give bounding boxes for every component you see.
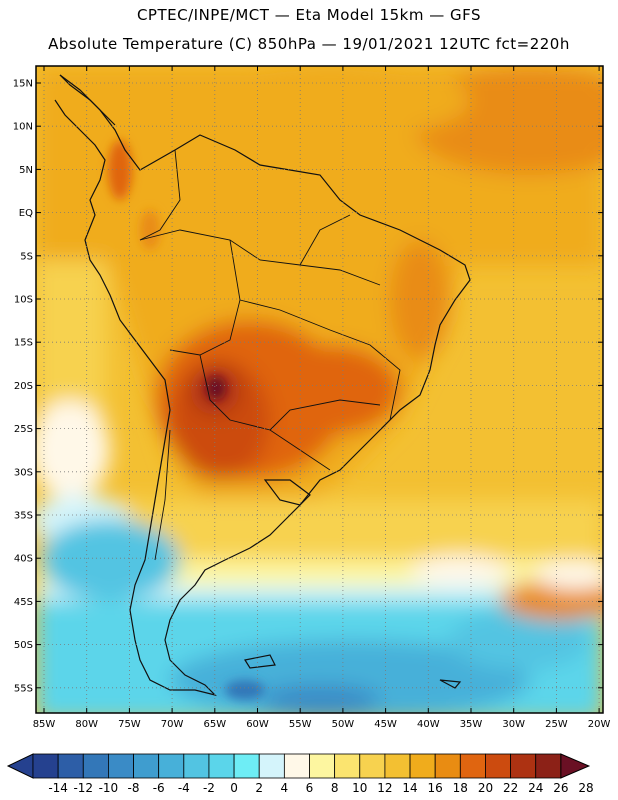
lat-label: EQ	[19, 208, 33, 219]
colorbar-swatch	[510, 753, 537, 779]
colorbar-swatch	[183, 753, 210, 779]
lat-label: 5N	[19, 165, 33, 176]
lat-label: 45S	[14, 597, 33, 608]
country-borders	[139, 149, 401, 561]
lon-label: 50W	[332, 719, 355, 730]
colorbar-label: 22	[503, 781, 518, 795]
colorbar-label: -10	[99, 781, 119, 795]
colorbar-swatch	[283, 753, 310, 779]
latitude-labels: 15N 10N 5N EQ 5S 10S 15S 20S 25S 30S 35S 40S 45S 50S 5…	[13, 79, 33, 695]
map-frame	[35, 65, 604, 714]
lon-label: 55W	[289, 719, 312, 730]
colorbar-swatch	[485, 753, 511, 779]
lon-label: 40W	[417, 719, 440, 730]
lon-label: 85W	[33, 719, 56, 730]
coastline	[54, 74, 471, 697]
lon-label: 65W	[203, 719, 226, 730]
colorbar-swatch	[57, 753, 84, 779]
lat-label: 25S	[14, 424, 33, 435]
lon-label: 75W	[118, 719, 141, 730]
lon-label: 30W	[502, 719, 525, 730]
colorbar-swatch	[459, 753, 486, 779]
lat-label: 35S	[14, 511, 33, 522]
lon-label: 35W	[460, 719, 483, 730]
colorbar-label: 16	[428, 781, 443, 795]
colorbar-label: -2	[203, 781, 215, 795]
lat-label: 10N	[13, 122, 33, 133]
colorbar-label: 4	[281, 781, 289, 795]
colorbar-swatch	[133, 753, 160, 779]
colorbar-swatch	[384, 753, 411, 779]
colorbar-swatch	[82, 753, 109, 779]
lat-label: 40S	[14, 554, 33, 565]
colorbar-max-arrow	[560, 753, 591, 779]
lat-label: 15N	[13, 79, 33, 90]
colorbar-swatch	[409, 753, 436, 779]
graticule	[36, 66, 603, 713]
colorbar-label: 6	[306, 781, 314, 795]
lat-label: 50S	[14, 640, 33, 651]
colorbar-label: 20	[478, 781, 493, 795]
colorbar-label: 14	[402, 781, 417, 795]
colorbar-label: 26	[553, 781, 568, 795]
colorbar-swatch	[359, 753, 386, 779]
colorbar-min-arrow	[6, 753, 34, 779]
lat-label: 10S	[14, 295, 33, 306]
colorbar-label: 28	[578, 781, 593, 795]
colorbar-label: 18	[453, 781, 468, 795]
lon-label: 60W	[246, 719, 269, 730]
colorbar-label: -12	[73, 781, 93, 795]
colorbar-swatch	[208, 753, 235, 779]
colorbar: -14 -12 -10 -8 -6 -4 -2 0 2 4 6 8 10 12 14 16 18 20 22 24 26…	[6, 753, 594, 795]
colorbar-swatch	[233, 753, 260, 779]
colorbar-label: 12	[377, 781, 392, 795]
lon-label: 70W	[161, 719, 184, 730]
colorbar-label: -8	[128, 781, 140, 795]
colorbar-swatch	[32, 753, 59, 779]
colorbar-swatch	[535, 753, 562, 779]
colorbar-swatch	[309, 753, 336, 779]
lat-label: 15S	[14, 338, 33, 349]
axis-ticks	[36, 66, 603, 713]
lat-label: 5S	[20, 251, 33, 262]
lon-label: 45W	[374, 719, 397, 730]
colorbar-swatch	[434, 753, 461, 779]
title-line-1: CPTEC/INPE/MCT — Eta Model 15km — GFS	[136, 6, 482, 24]
colorbar-label: 0	[230, 781, 238, 795]
lat-label: 30S	[14, 467, 33, 478]
longitude-labels: 85W 80W 75W 70W 65W 60W 55W 50W 45W 40W 35W 30W 25W 2…	[33, 719, 611, 730]
colorbar-label: -14	[48, 781, 68, 795]
lon-label: 80W	[75, 719, 98, 730]
colorbar-label: -6	[153, 781, 165, 795]
colorbar-swatch	[158, 753, 185, 779]
colorbar-swatch	[334, 753, 361, 779]
lat-label: 55S	[14, 683, 33, 694]
colorbar-label: -4	[178, 781, 190, 795]
colorbar-swatch	[108, 753, 134, 779]
title-line-2: Absolute Temperature (C) 850hPa — 19/01/…	[48, 35, 570, 53]
temperature-field	[36, 66, 603, 713]
lon-label: 25W	[545, 719, 568, 730]
colorbar-label: 10	[352, 781, 367, 795]
lat-label: 20S	[14, 381, 33, 392]
lon-label: 20W	[588, 719, 611, 730]
colorbar-label: 8	[331, 781, 339, 795]
colorbar-label: 24	[528, 781, 543, 795]
colorbar-label: 2	[255, 781, 263, 795]
colorbar-swatch	[258, 753, 285, 779]
